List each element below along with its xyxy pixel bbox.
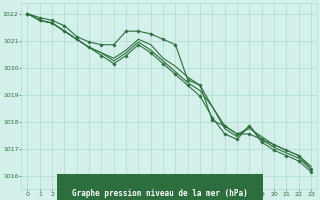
- Text: Graphe pression niveau de la mer (hPa): Graphe pression niveau de la mer (hPa): [72, 189, 248, 198]
